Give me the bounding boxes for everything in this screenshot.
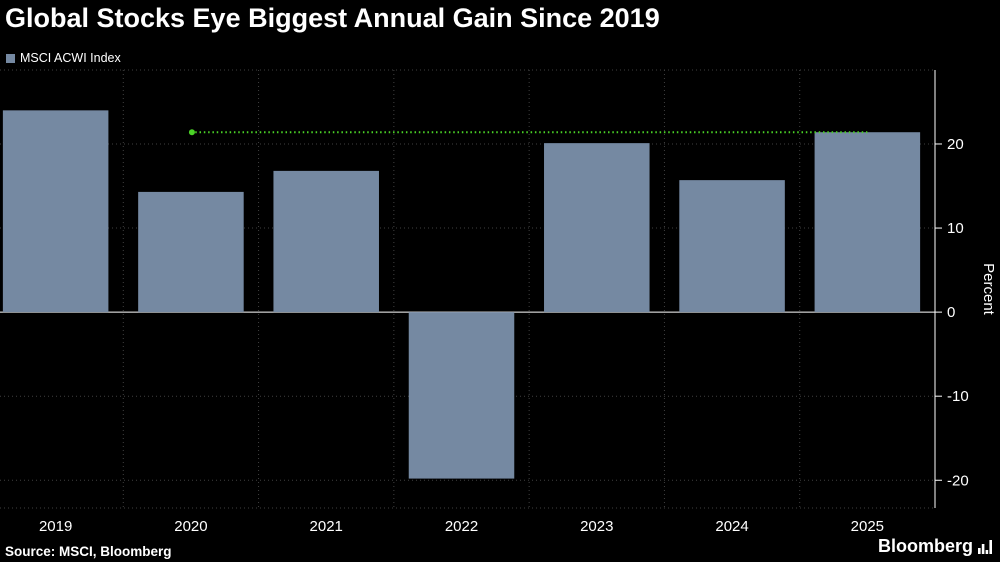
bloomberg-chart-icon [978,539,992,554]
y-tick-label: 0 [947,304,955,321]
legend: MSCI ACWI Index [6,51,121,65]
y-tick-label: -20 [947,472,969,489]
x-tick-label-2021: 2021 [310,518,343,535]
bar-2020 [138,191,244,313]
y-tick-label: 20 [947,136,964,153]
x-tick-label-2019: 2019 [39,518,72,535]
x-tick-label-2024: 2024 [715,518,748,535]
chart-title: Global Stocks Eye Biggest Annual Gain Si… [5,3,660,33]
x-tick-label-2022: 2022 [445,518,478,535]
bar-2024 [679,180,785,313]
bar-2019 [2,110,109,313]
y-tick-label: 10 [947,220,964,237]
reference-line-start-marker [188,129,195,136]
bar-2022 [408,312,515,479]
bar-2021 [273,170,379,313]
source-text: Source: MSCI, Bloomberg [5,544,172,559]
x-tick-label-2025: 2025 [851,518,884,535]
bloomberg-wordmark: Bloomberg [877,536,973,556]
x-tick-label-2020: 2020 [174,518,207,535]
legend-swatch-icon [6,53,15,63]
y-tick-label: -10 [947,388,969,405]
x-tick-label-2023: 2023 [580,518,613,535]
bloomberg-logo: Bloomberg [878,536,992,557]
y-axis-title: Percent [980,263,997,316]
legend-label: MSCI ACWI Index [20,51,121,65]
bar-2025 [814,132,921,313]
bar-2023 [544,143,650,313]
